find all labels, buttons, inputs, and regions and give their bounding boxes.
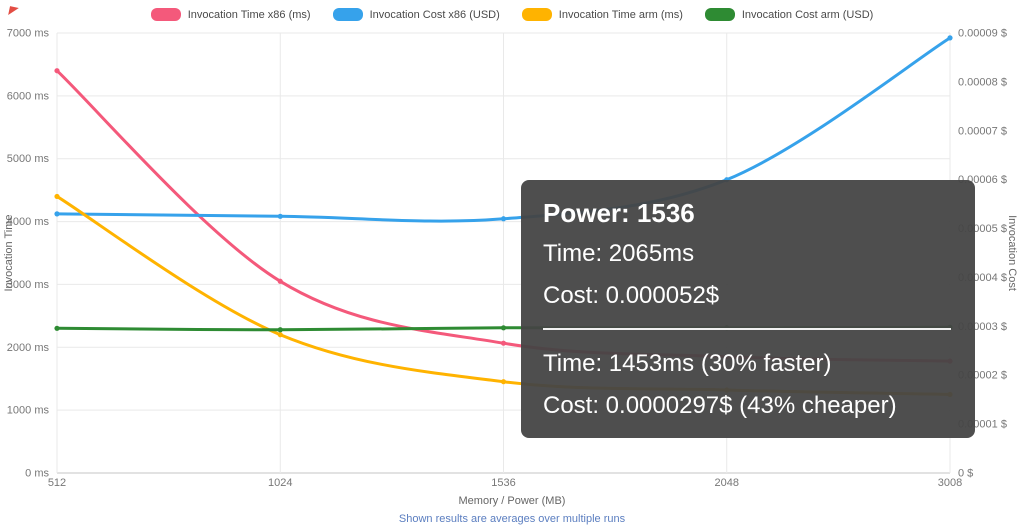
right-tick-label: 0.00009 $ (958, 28, 1007, 40)
legend: Invocation Time x86 (ms) Invocation Cost … (0, 8, 1024, 21)
left-tick-label: 3000 ms (7, 279, 50, 291)
tooltip-arm-time: Time: 1453ms (30% faster) (543, 350, 832, 377)
tooltip-divider (543, 328, 951, 330)
x-axis-title: Memory / Power (MB) (458, 495, 566, 507)
legend-swatch-icon (332, 8, 363, 21)
left-tick-label: 0 ms (25, 468, 49, 480)
x-tick-label: 512 (48, 477, 66, 489)
left-tick-label: 2000 ms (7, 342, 50, 354)
data-point[interactable] (500, 379, 507, 385)
right-tick-label: 0.00008 $ (958, 76, 1007, 88)
data-point[interactable] (500, 216, 507, 222)
tooltip-arm-cost: Cost: 0.0000297$ (43% cheaper) (543, 392, 897, 419)
x-tick-label: 1536 (491, 477, 515, 489)
right-tick-label: 0.00007 $ (958, 125, 1007, 137)
legend-item[interactable]: Invocation Time arm (ms) (521, 8, 683, 21)
tooltip: Power: 1536 Time: 2065ms Cost: 0.000052$… (521, 180, 975, 438)
legend-swatch-icon (521, 8, 552, 21)
data-point[interactable] (54, 68, 60, 74)
y-axis-right-title: Invocation Cost (1006, 215, 1018, 291)
x-tick-label: 3008 (938, 477, 962, 489)
legend-label: Invocation Cost arm (USD) (741, 8, 874, 21)
data-point[interactable] (54, 211, 60, 217)
tooltip-x86-time: Time: 2065ms (543, 240, 695, 267)
legend-item[interactable]: Invocation Time x86 (ms) (150, 8, 311, 21)
legend-swatch-icon (704, 8, 735, 21)
data-point[interactable] (277, 327, 283, 333)
tooltip-title: Power: 1536 (543, 198, 695, 228)
tooltip-x86-cost: Cost: 0.000052$ (543, 282, 720, 309)
data-point[interactable] (277, 332, 283, 338)
data-point[interactable] (277, 213, 283, 219)
data-point[interactable] (500, 325, 507, 331)
data-point[interactable] (947, 35, 953, 41)
left-tick-label: 1000 ms (7, 405, 50, 417)
legend-item[interactable]: Invocation Cost arm (USD) (704, 8, 874, 21)
y-axis-left-title: Invocation Time (3, 214, 15, 292)
left-tick-label: 7000 ms (7, 28, 50, 40)
legend-swatch-icon (150, 8, 181, 21)
left-tick-label: 6000 ms (7, 90, 50, 102)
legend-label: Invocation Time x86 (ms) (187, 8, 311, 21)
legend-label: Invocation Cost x86 (USD) (369, 8, 500, 21)
legend-item[interactable]: Invocation Cost x86 (USD) (332, 8, 500, 21)
data-point[interactable] (277, 278, 283, 284)
data-point[interactable] (54, 193, 60, 200)
series-line[interactable] (55, 36, 952, 223)
left-tick-label: 5000 ms (7, 153, 50, 165)
right-tick-label: 0 $ (958, 468, 973, 480)
data-point[interactable] (54, 325, 60, 331)
x-tick-label: 2048 (715, 477, 739, 489)
x-tick-label: 1024 (268, 477, 292, 489)
left-tick-label: 4000 ms (7, 216, 50, 228)
data-point[interactable] (500, 340, 507, 346)
chart-caption: Shown results are averages over multiple… (398, 513, 626, 525)
legend-label: Invocation Time arm (ms) (558, 8, 683, 21)
